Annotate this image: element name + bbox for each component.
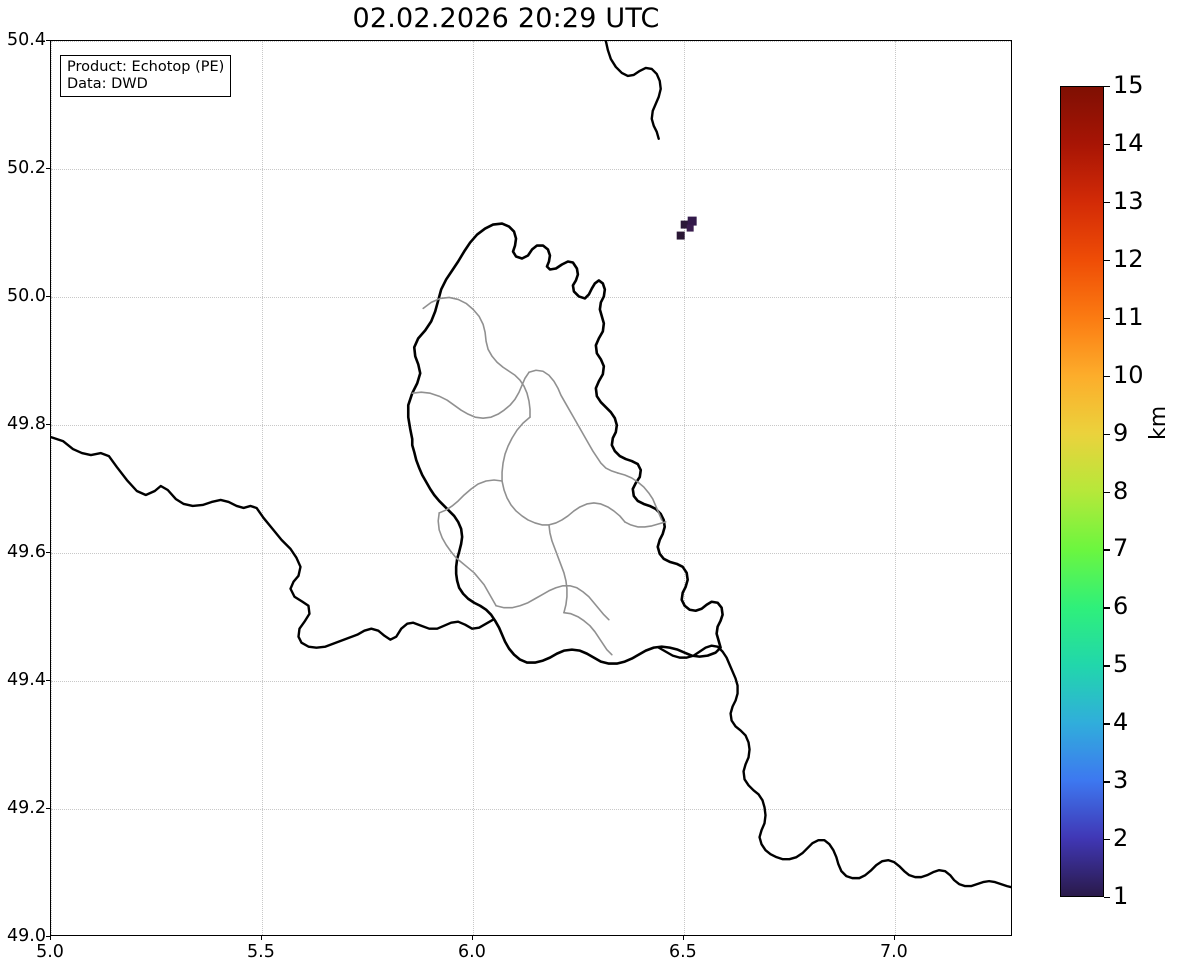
y-tick-mark: [46, 168, 50, 170]
colorbar-tick-mark: [1104, 781, 1110, 783]
colorbar-tick-label: 2: [1113, 824, 1129, 853]
colorbar-tick-mark: [1104, 549, 1110, 551]
gridline-horizontal: [51, 553, 1011, 554]
colorbar-tick-mark: [1104, 897, 1110, 899]
luxembourg-canton-borders: [411, 296, 667, 656]
info-annotation-box: Product: Echotop (PE) Data: DWD: [60, 55, 232, 97]
map-plot-area[interactable]: [50, 40, 1012, 936]
colorbar-tick-label: 7: [1113, 534, 1129, 563]
colorbar-tick-label: 1: [1113, 882, 1129, 910]
colorbar-tick-label: 11: [1113, 302, 1144, 331]
y-tick-label: 50.0: [7, 286, 46, 306]
y-tick-mark: [46, 40, 50, 42]
gridline-horizontal: [51, 425, 1011, 426]
colorbar-tick-label: 10: [1113, 360, 1144, 389]
colorbar-tick-mark: [1104, 143, 1110, 146]
x-tick-label: 5.5: [247, 942, 275, 962]
gridline-horizontal: [51, 809, 1011, 810]
x-tick-label: 5.0: [36, 942, 64, 962]
colorbar-axis-label: km: [1146, 405, 1171, 440]
y-tick-label: 50.4: [7, 30, 46, 50]
colorbar-gradient: [1061, 87, 1103, 896]
x-tick-label: 6.0: [458, 942, 486, 962]
x-tick-mark: [682, 936, 685, 940]
y-tick-label: 49.6: [7, 542, 46, 562]
gridline-horizontal: [51, 41, 1011, 42]
y-tick-mark: [46, 424, 50, 426]
colorbar-tick-label: 6: [1113, 592, 1129, 621]
y-tick-label: 49.4: [7, 670, 46, 690]
y-tick-mark: [46, 296, 50, 298]
colorbar-tick-mark: [1104, 201, 1110, 204]
x-tick-label: 7.0: [879, 942, 908, 962]
belgium-france-border: [51, 435, 495, 649]
luxembourg-national-border: [406, 222, 724, 665]
colorbar-tick-label: 14: [1113, 128, 1144, 157]
colorbar-tick-label: 12: [1113, 244, 1144, 273]
colorbar-tick-mark: [1104, 723, 1110, 725]
gridline-vertical: [683, 41, 685, 935]
colorbar-tick-label: 5: [1113, 650, 1129, 679]
x-tick-mark: [50, 936, 52, 940]
info-product-line: Product: Echotop (PE): [67, 59, 225, 75]
y-tick-mark: [46, 680, 50, 682]
y-tick-mark: [46, 552, 50, 554]
colorbar-tick-mark: [1104, 259, 1110, 262]
y-tick-mark: [46, 808, 50, 810]
gridline-horizontal: [51, 681, 1011, 682]
gridline-vertical: [894, 41, 896, 935]
colorbar-tick-mark: [1104, 86, 1110, 88]
colorbar-tick-label: 8: [1113, 476, 1129, 505]
gridline-horizontal: [51, 297, 1011, 298]
colorbar-tick-label: 3: [1113, 766, 1129, 795]
info-data-line: Data: DWD: [67, 75, 148, 92]
colorbar-tick-mark: [1104, 375, 1110, 378]
radar-echo-cells: [676, 216, 697, 240]
germany-france-border: [657, 644, 1011, 889]
page-title: 02.02.2026 20:29 UTC: [352, 3, 660, 34]
y-tick-label: 49.0: [7, 926, 46, 946]
x-tick-mark: [471, 936, 474, 940]
colorbar-tick-mark: [1104, 491, 1110, 493]
colorbar-tick-mark: [1104, 665, 1110, 667]
colorbar-tick-mark: [1104, 607, 1110, 609]
y-tick-label: 49.2: [7, 798, 46, 818]
colorbar-tick-label: 9: [1113, 418, 1129, 447]
map-vector-layer: [51, 41, 1011, 889]
colorbar-tick-label: 13: [1113, 186, 1144, 215]
y-tick-mark: [46, 936, 50, 938]
y-tick-label: 50.2: [7, 158, 46, 178]
gridline-vertical: [261, 41, 263, 935]
colorbar-tick-mark: [1104, 433, 1110, 435]
x-tick-mark: [893, 936, 896, 940]
colorbar[interactable]: [1060, 86, 1104, 897]
colorbar-tick-label: 4: [1113, 708, 1129, 737]
gridline-vertical: [51, 41, 52, 935]
y-tick-label: 49.8: [7, 414, 46, 434]
colorbar-tick-mark: [1104, 839, 1110, 841]
gridline-horizontal: [51, 169, 1011, 170]
x-tick-mark: [260, 936, 263, 940]
colorbar-tick-mark: [1104, 317, 1110, 320]
x-tick-label: 6.5: [668, 942, 697, 962]
colorbar-tick-label: 15: [1113, 71, 1144, 99]
germany-belgium-north-border: [604, 41, 662, 140]
